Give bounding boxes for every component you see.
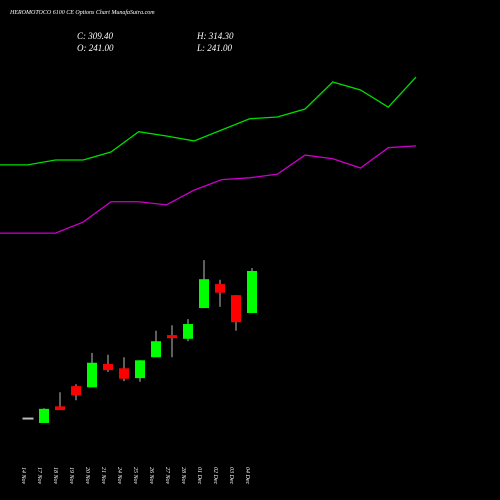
line-series (0, 145, 417, 234)
candle-body (183, 324, 193, 339)
candle-body (87, 362, 97, 388)
x-tick-label: 01 Dec (196, 467, 202, 484)
x-tick-label: 18 Nov (52, 467, 58, 485)
candle-body (199, 279, 209, 309)
candle-body (103, 363, 113, 371)
summary-high: H: 314.30 (196, 31, 234, 41)
candle-body (215, 284, 225, 293)
x-tick-label: 27 Nov (164, 467, 170, 485)
candle-body (119, 368, 129, 379)
candle-body (231, 295, 241, 323)
x-tick-label: 25 Nov (132, 467, 138, 485)
line-series (0, 76, 417, 166)
x-tick-label: 17 Nov (36, 467, 42, 485)
candle-body (167, 335, 177, 339)
x-tick-label: 19 Nov (68, 467, 74, 485)
x-tick-label: 24 Nov (116, 467, 123, 485)
chart-title: HEROMOTOCO 6100 CE Options Chart MunafaS… (9, 9, 155, 16)
x-tick-label: 14 Nov (20, 467, 27, 485)
x-tick-label: 04 Dec (244, 467, 251, 484)
candle-body (39, 408, 49, 423)
summary-open: O: 241.00 (77, 43, 114, 53)
summary-close: C: 309.40 (77, 31, 114, 41)
x-tick-label: 28 Nov (180, 467, 186, 485)
summary-low: L: 241.00 (196, 43, 233, 53)
candle-body (55, 406, 65, 411)
candle-body (22, 417, 34, 420)
candle-body (135, 360, 145, 379)
x-tick-label: 02 Dec (212, 467, 218, 484)
x-tick-label: 21 Nov (100, 467, 106, 485)
candle-body (71, 386, 81, 396)
x-tick-label: 20 Nov (84, 467, 90, 485)
candle-body (151, 341, 161, 358)
candle-body (247, 270, 257, 313)
x-tick-label: 26 Nov (148, 467, 154, 485)
x-tick-label: 03 Dec (228, 467, 234, 484)
